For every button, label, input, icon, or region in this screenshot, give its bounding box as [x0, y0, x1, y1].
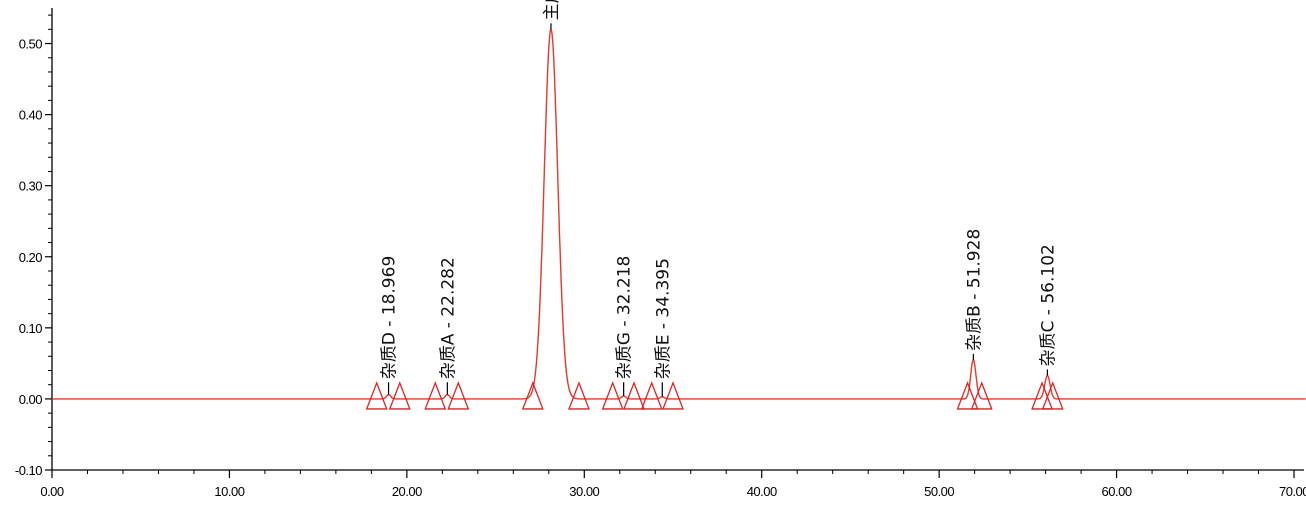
x-tick-label: 50.00: [924, 484, 954, 499]
peak-start-marker: [425, 383, 445, 409]
peak-label: 杂质G - 32.218: [615, 256, 635, 380]
peak-label: 杂质B - 51.928: [964, 229, 984, 351]
trace: [52, 29, 1306, 399]
y-tick-label: -0.10: [15, 463, 42, 478]
y-tick-label: 0.30: [19, 179, 43, 194]
x-tick-label: 10.00: [214, 484, 244, 499]
peak-end-marker: [972, 383, 992, 409]
x-tick-label: 20.00: [392, 484, 422, 499]
x-tick-label: 40.00: [747, 484, 777, 499]
peak-label: 杂质C - 56.102: [1038, 244, 1058, 366]
x-tick-label: 60.00: [1102, 484, 1132, 499]
y-tick-label: 0.20: [19, 250, 43, 265]
y-tick-label: 0.00: [19, 392, 43, 407]
peak-end-marker: [390, 383, 410, 409]
y-tick-label: 0.50: [19, 37, 43, 52]
peak-start-marker: [367, 383, 387, 409]
axes: -0.10 0.00 0.10 0.20 0.30 0.40 0.50 0.00 10.00 20…: [15, 8, 1306, 499]
peak-end-marker: [663, 383, 683, 409]
peak-label: 杂质E - 34.395: [653, 258, 673, 379]
peak-label: 杂质A - 22.282: [438, 257, 458, 379]
chromatogram-trace: [52, 29, 1306, 399]
x-tick-label: 0.00: [40, 484, 64, 499]
peak-label: 主成分 - 28.122: [542, 0, 562, 20]
x-tick-label: 30.00: [569, 484, 599, 499]
x-tick-label: 70.00: [1279, 484, 1306, 499]
peak-labels: 杂质D - 18.969 杂质A - 22.282 主成分 - 28.122 杂质G …: [380, 0, 1059, 397]
peak-start-marker: [642, 383, 662, 409]
peak-markers: [367, 383, 1063, 409]
y-tick-label: 0.10: [19, 321, 43, 336]
peak-end-marker: [624, 383, 644, 409]
peak-end-marker: [448, 383, 468, 409]
y-tick-label: 0.40: [19, 108, 43, 123]
peak-start-marker: [603, 383, 623, 409]
peak-label: 杂质D - 18.969: [380, 256, 400, 380]
